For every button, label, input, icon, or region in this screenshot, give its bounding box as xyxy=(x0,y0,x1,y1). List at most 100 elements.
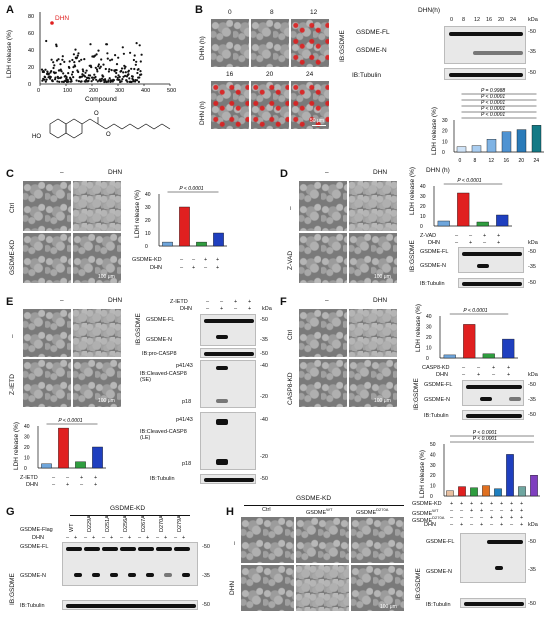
screen-point xyxy=(139,70,142,73)
micrograph-b-20h xyxy=(250,80,290,130)
h-row-dhn: DHN xyxy=(229,580,236,595)
c-micro-ctrl-neg xyxy=(22,180,72,232)
h-mw-35: -35 xyxy=(528,567,536,573)
e-micro-neg-neg xyxy=(22,308,72,358)
c-row-ctrl: Ctrl xyxy=(9,202,16,213)
ytick-label: 30 xyxy=(430,463,436,469)
screen-point xyxy=(40,68,44,71)
ytick-label: 10 xyxy=(430,484,436,490)
b-xtick-label: 0 xyxy=(459,158,462,164)
screen-point xyxy=(134,63,137,66)
micrograph-b-0h xyxy=(210,18,250,68)
ytick-label: 20 xyxy=(145,218,151,224)
screen-point xyxy=(100,77,104,80)
bar xyxy=(501,131,512,153)
dhn-hit-label: DHN xyxy=(55,15,69,22)
ytick-label: 0 xyxy=(442,150,445,156)
e-blot-cleaved-se xyxy=(200,360,256,408)
e-mw-2: -50 xyxy=(260,351,268,357)
h-title: GSDME-KD xyxy=(296,495,332,502)
bar xyxy=(470,487,478,497)
ytick-label: 0 xyxy=(145,244,148,250)
f-row-a: CASP8-KD xyxy=(422,365,450,371)
b-blot-tp24: 24 xyxy=(510,17,517,23)
screen-point xyxy=(77,80,80,83)
p-value: P < 0.0001 xyxy=(58,418,82,424)
sign-cell: + xyxy=(480,522,484,528)
screen-point xyxy=(73,61,76,64)
c-col-neg: – xyxy=(60,169,64,176)
screen-point xyxy=(129,51,132,54)
screen-point xyxy=(70,80,73,83)
screen-point xyxy=(49,75,52,79)
dhn-hit-point xyxy=(50,21,54,25)
c-scale: 100 μm xyxy=(98,274,115,280)
e-fl: GSDME-FL xyxy=(146,317,175,323)
screen-point xyxy=(102,75,105,78)
screen-point xyxy=(54,76,57,79)
sign-cell: – xyxy=(450,508,454,514)
screen-point xyxy=(70,78,73,81)
screen-point xyxy=(104,67,107,71)
g-variant-label: D256A xyxy=(123,515,129,532)
screen-point xyxy=(75,79,78,82)
e-blot-top-b: DHN xyxy=(180,306,192,312)
g-mw-35: -35 xyxy=(202,573,210,579)
sign-cell: + xyxy=(469,240,473,246)
c-row-b: DHN xyxy=(150,265,162,271)
screen-point xyxy=(127,73,130,76)
g-band-fl xyxy=(120,547,136,551)
screen-point xyxy=(51,80,54,83)
h-mw-50: -50 xyxy=(528,539,536,545)
sign-cell: – xyxy=(483,240,487,246)
bar xyxy=(457,192,470,227)
g-fl: GSDME-FL xyxy=(20,544,49,550)
e-row-b: DHN xyxy=(26,482,38,488)
screen-point xyxy=(110,69,113,72)
sign-cell: + xyxy=(248,299,252,305)
p-value: P < 0.0001 xyxy=(179,186,203,192)
g-variant-label: D251A xyxy=(105,515,111,532)
a-ytick-label: 80 xyxy=(28,14,34,20)
sign-cell: + xyxy=(477,372,481,378)
screen-point xyxy=(117,74,120,77)
p-value: P < 0.0001 xyxy=(481,100,505,106)
panel-a-scatter: DHN Compound 0 100 200 300 400 500 020406080 … xyxy=(28,12,176,140)
d-row-neg: – xyxy=(287,206,294,210)
bar xyxy=(196,241,207,247)
panel-a-ylabel: LDH release (%) xyxy=(6,29,13,78)
a-xtick-label: 500 xyxy=(167,88,176,94)
e-ib-gsdme: IB:GSDME xyxy=(135,313,142,345)
screen-point xyxy=(97,65,100,68)
screen-point xyxy=(132,58,135,62)
bar xyxy=(458,486,466,497)
e-cleaved-se: IB:Cleaved-CASP8 (SE) xyxy=(140,371,187,383)
screen-point xyxy=(115,71,118,75)
tp-16: 16 xyxy=(226,71,234,78)
c-chart-ylabel: LDH release (%) xyxy=(134,189,141,238)
ytick-label: 40 xyxy=(24,424,30,430)
g-dhn-sign: + xyxy=(182,535,186,541)
bar xyxy=(179,206,190,247)
sign-cell: – xyxy=(206,299,210,305)
screen-point xyxy=(44,68,47,71)
screen-point xyxy=(65,76,68,79)
tp-12: 12 xyxy=(310,9,318,16)
g-ib-gsdme: IB:GSDME xyxy=(9,573,16,605)
d-kda: kDa xyxy=(528,240,538,246)
b-xtick-label: 12 xyxy=(489,158,495,164)
g-band-fl xyxy=(156,547,172,551)
sign-cell: – xyxy=(462,365,466,371)
screen-point xyxy=(93,73,96,76)
g-dhn-sign: – xyxy=(156,535,160,541)
panel-d-bar-chart: 0 10 20 30 40 P < 0.0001 xyxy=(420,178,512,230)
sign-cell: + xyxy=(500,522,504,528)
screen-point xyxy=(99,65,102,68)
f-ib-gsdme: IB:GSDME xyxy=(413,378,420,410)
screen-point xyxy=(45,78,48,81)
b-blot-tp12: 12 xyxy=(474,17,481,23)
d-tubulin: IB:Tubulin xyxy=(420,281,445,287)
p-value: P < 0.0001 xyxy=(473,436,497,442)
screen-point xyxy=(67,80,70,83)
